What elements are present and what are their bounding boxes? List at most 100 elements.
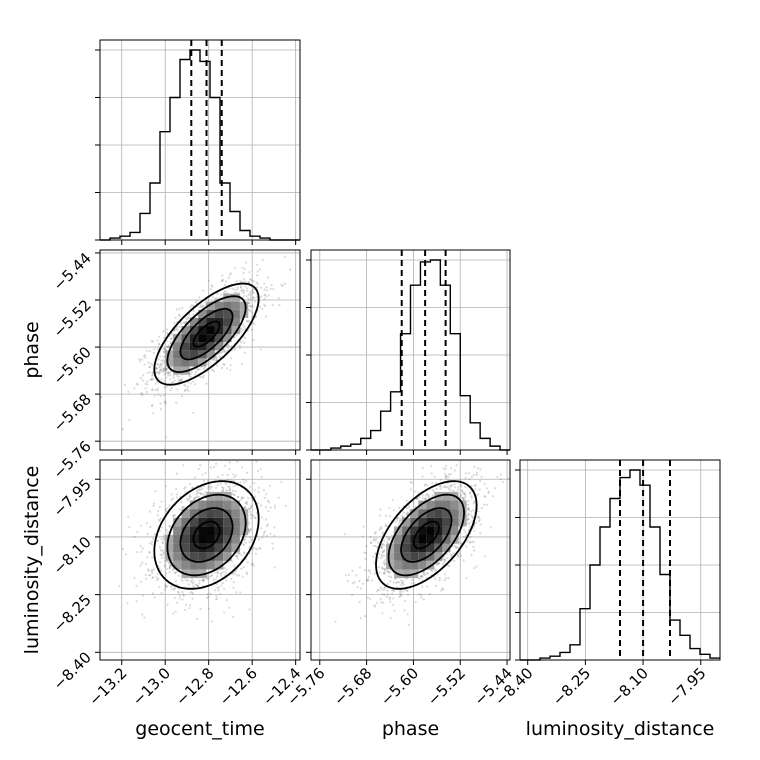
scatter-point [227,485,230,488]
scatter-point [211,285,214,288]
scatter-point [381,612,384,615]
scatter-point [227,346,230,349]
scatter-point [174,587,177,590]
scatter-point [151,373,154,376]
scatter-point [359,617,362,620]
scatter-point [126,602,129,605]
scatter-point [168,565,171,568]
scatter-point [228,489,231,492]
scatter-point [211,368,214,371]
histogram-panel-geocent_time [95,39,301,245]
scatter-point [450,467,453,470]
scatter-point [242,329,245,332]
scatter-point [438,576,441,580]
scatter-point [243,325,246,328]
scatter-point [151,389,154,392]
scatter-point [192,304,195,307]
density-cell [173,535,182,544]
density-cell [181,526,190,535]
scatter-point [262,534,265,537]
density-cell [173,526,182,535]
scatter-point [223,611,226,614]
scatter-point [145,349,148,352]
scatter-point [224,283,227,286]
scatter-point [272,288,275,291]
scatter-point [173,571,176,574]
scatter-point [241,575,244,578]
scatter-point [181,395,184,398]
scatter-point [398,521,401,524]
scatter-point [226,473,229,477]
scatter-point [368,569,371,572]
scatter-point [358,579,361,583]
scatter-point [396,519,399,522]
scatter-point [267,510,270,513]
scatter-point [384,586,387,589]
scatter-point [192,582,195,585]
scatter-point [242,292,245,295]
scatter-point [387,575,391,578]
scatter-point [162,350,165,353]
scatter-point [169,340,172,343]
scatter-point [442,467,445,470]
scatter-point [220,575,223,578]
scatter-point [206,363,209,366]
scatter-point [233,348,236,351]
scatter-point [162,552,165,555]
scatter-point [277,496,280,499]
scatter-point [144,577,148,580]
scatter-point [273,506,276,509]
scatter-point [249,507,252,510]
density-cell [223,535,232,544]
density-cell [198,535,207,544]
scatter-point [215,359,218,362]
scatter-point [263,496,266,499]
scatter-point [215,597,219,600]
scatter-point [164,367,167,370]
scatter-point [244,261,247,264]
scatter-point [444,485,447,488]
scatter-point [189,579,192,583]
contour-line [166,493,247,577]
scatter-point [368,597,371,601]
scatter-point [162,368,165,371]
scatter-point [233,475,236,479]
scatter-point [221,581,224,585]
scatter-point [125,553,128,556]
scatter-point [121,547,124,550]
scatter-point [219,482,222,485]
scatter-point [405,506,408,509]
scatter-point [242,341,246,344]
scatter-point [264,518,268,521]
scatter-point [283,282,286,285]
scatter-point [160,359,163,362]
scatter-point [190,581,193,584]
scatter-point [195,493,198,496]
scatter-point [150,378,153,381]
density-cell [231,301,240,310]
scatter-point [281,284,284,287]
scatter-point [209,485,212,488]
scatter-point [271,547,274,550]
scatter-point [240,285,243,288]
scatter-point [260,527,263,530]
scatter-point [195,301,198,305]
scatter-point [447,475,450,479]
scatter-point [247,507,250,510]
scatter-point [467,499,470,502]
scatter-point [176,325,179,328]
scatter-point [100,396,103,399]
scatter-point [240,554,243,557]
scatter-point [161,359,164,362]
density-cell [198,500,207,510]
scatter-point [200,303,203,306]
scatter-point [214,589,217,592]
scatter-point [242,478,245,481]
scatter-point [174,316,177,319]
scatter-point [164,485,167,488]
scatter-point [216,483,219,487]
scatter-point [146,371,149,375]
scatter-point [449,553,452,556]
scatter-point [215,358,218,362]
scatter-point [151,388,154,391]
